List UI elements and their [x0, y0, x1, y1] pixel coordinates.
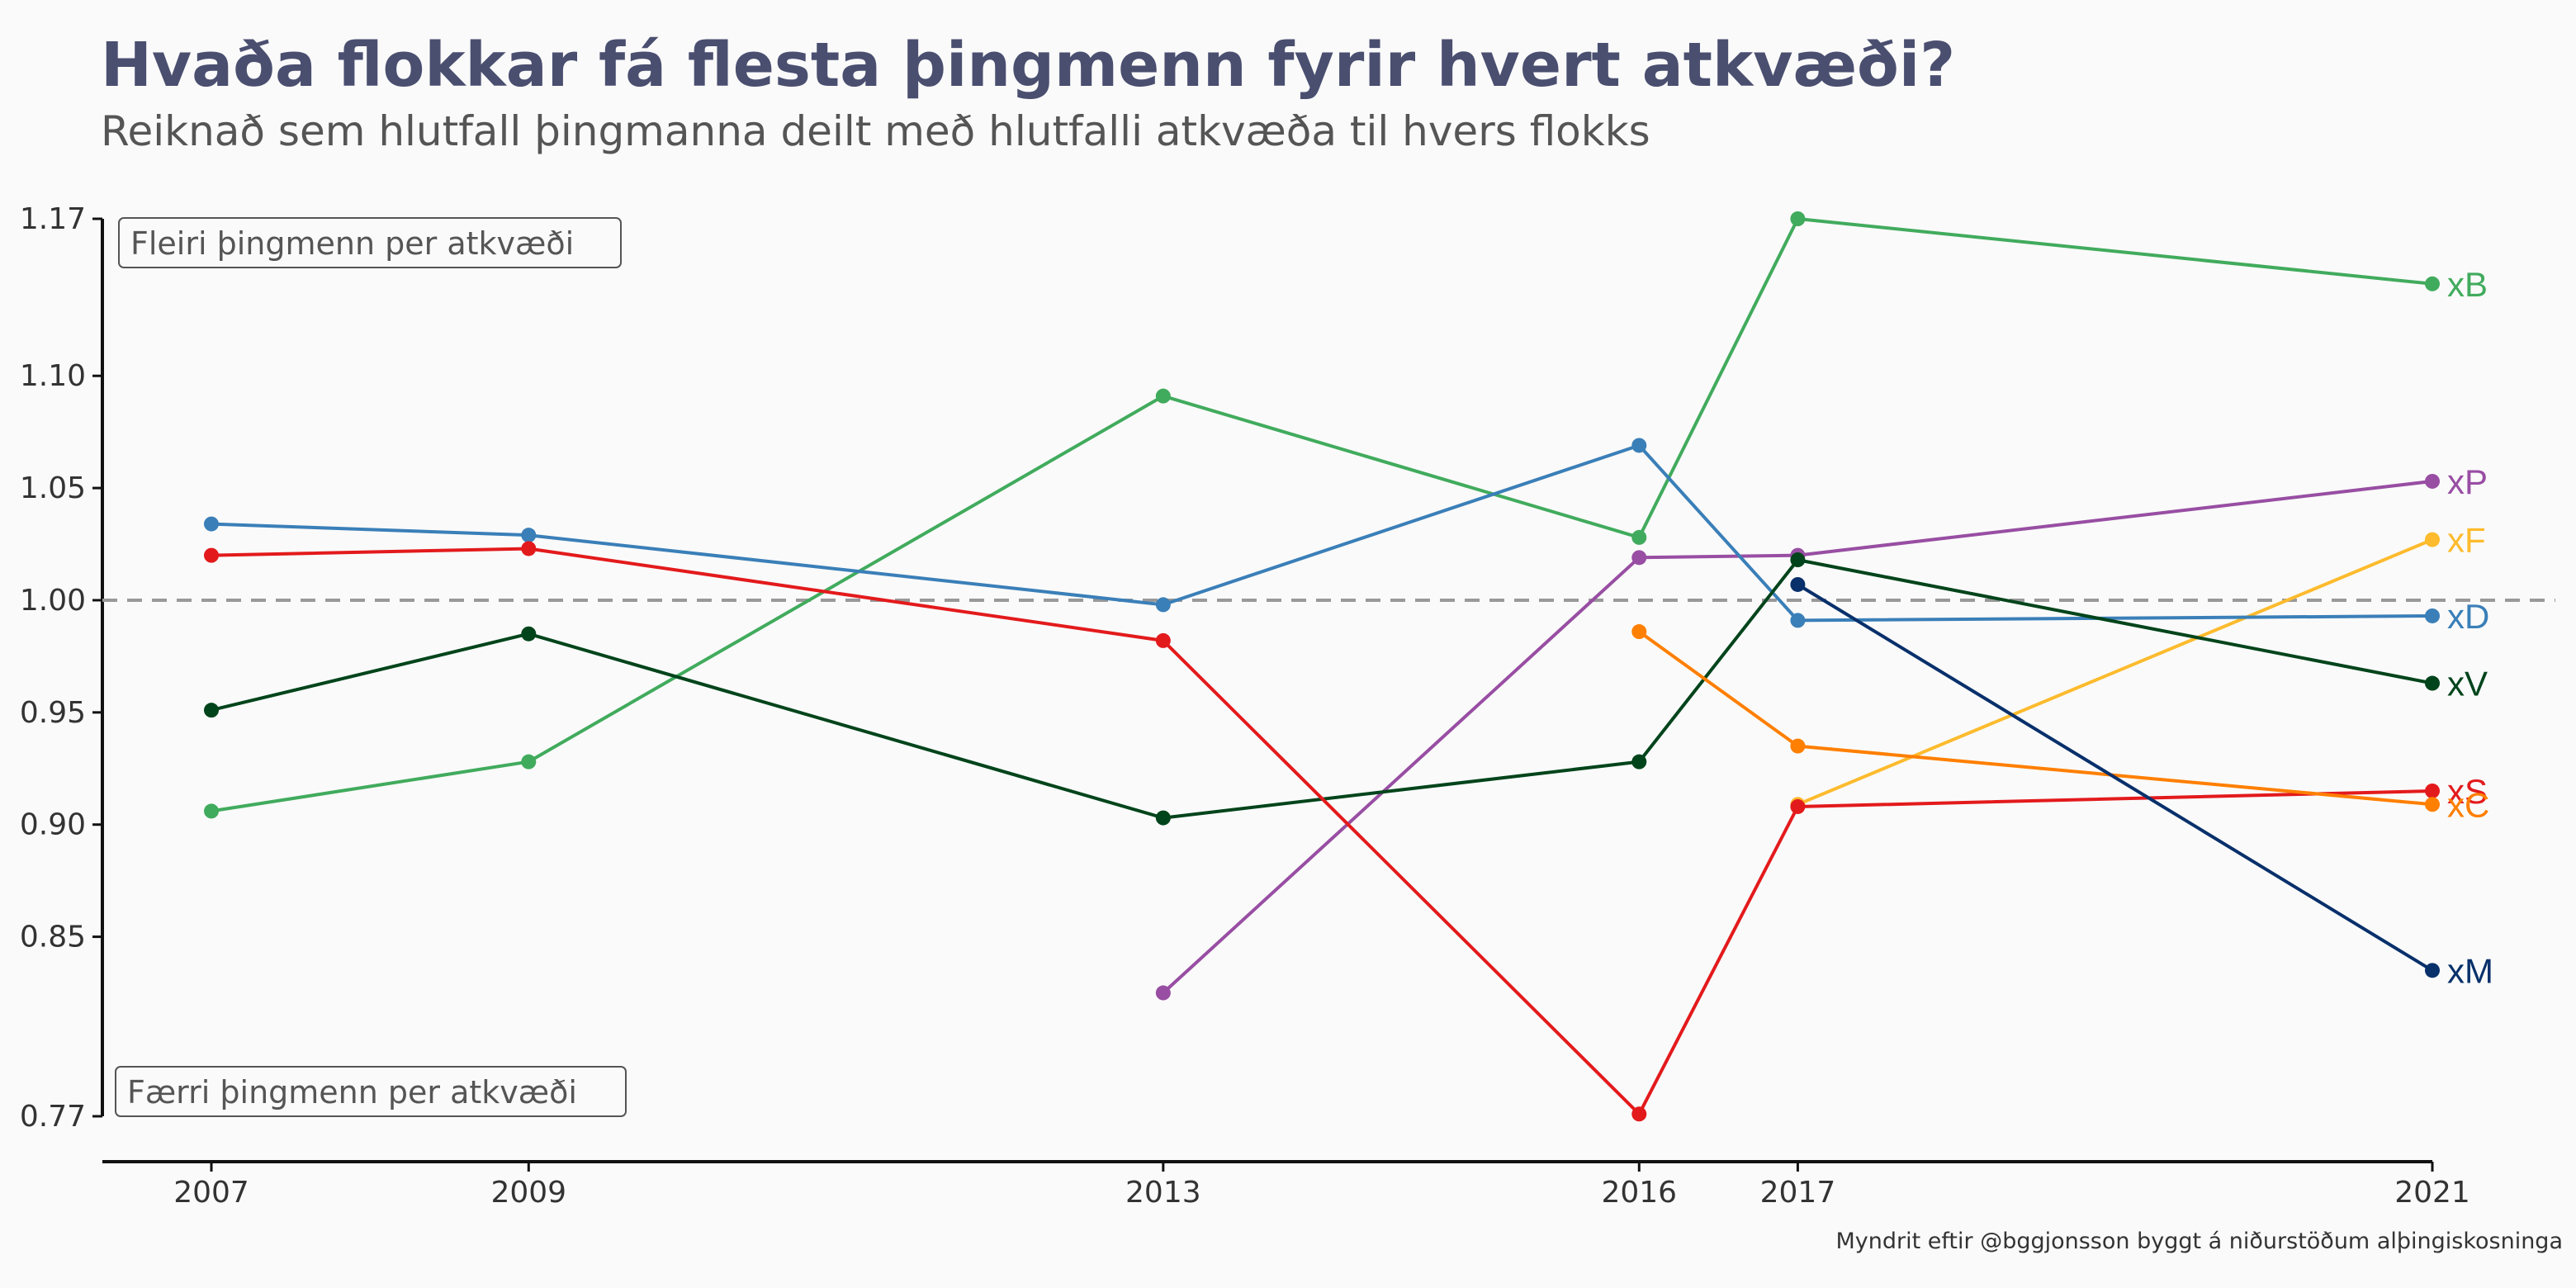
- data-point-xD: [204, 516, 219, 532]
- data-point-xS: [1631, 1106, 1647, 1122]
- series-label-xD: xD: [2447, 597, 2489, 636]
- data-point-xS: [521, 541, 537, 556]
- data-point-xB: [2425, 276, 2440, 291]
- data-point-xS: [204, 547, 219, 563]
- x-tick-label: 2007: [173, 1176, 249, 1210]
- y-tick-label: 1.05: [20, 471, 86, 505]
- series-line-xB: [211, 217, 2433, 813]
- y-tick-label: 1.00: [20, 584, 86, 618]
- series-xD: xD: [204, 438, 2489, 636]
- data-point-xD: [1790, 613, 1806, 628]
- data-point-xF: [2425, 532, 2440, 547]
- series-label-xC: xC: [2447, 785, 2489, 824]
- data-point-xV: [1631, 754, 1647, 769]
- y-tick-label: 0.95: [20, 696, 86, 730]
- data-point-xP: [1631, 550, 1647, 566]
- data-point-xD: [1155, 597, 1171, 613]
- data-point-xV: [1155, 810, 1171, 826]
- series-xF: xF: [1790, 521, 2486, 812]
- chart-title: Hvaða flokkar fá flesta þingmenn fyrir h…: [101, 30, 1956, 101]
- data-point-xB: [1631, 529, 1647, 545]
- annotation-top: Fleiri þingmenn per atkvæði: [130, 225, 574, 262]
- data-point-xC: [1790, 738, 1806, 754]
- x-tick-label: 2013: [1125, 1176, 1201, 1210]
- axes: [101, 219, 2432, 1163]
- data-point-xP: [2425, 473, 2440, 489]
- series-line-xS: [211, 547, 2433, 1116]
- data-point-xB: [1155, 388, 1171, 404]
- series-line-xM: [1797, 583, 2434, 973]
- data-point-xV: [1790, 552, 1806, 568]
- y-tick-label: 1.17: [20, 202, 86, 236]
- data-point-xB: [1790, 211, 1806, 226]
- annotation-bottom-box: [115, 1066, 627, 1117]
- annotation-bottom: Færri þingmenn per atkvæði: [127, 1074, 577, 1110]
- series-xP: xP: [1155, 462, 2488, 1001]
- x-tick-label: 2009: [490, 1176, 566, 1210]
- data-point-xC: [1631, 624, 1647, 640]
- series-xV: xV: [204, 552, 2488, 826]
- x-tick-label: 2016: [1601, 1176, 1677, 1210]
- series-xS: xS: [204, 541, 2488, 1122]
- y-tick-label: 0.90: [20, 808, 86, 842]
- data-point-xD: [2425, 608, 2440, 623]
- series-xM: xM: [1790, 576, 2493, 990]
- data-point-xB: [204, 803, 219, 819]
- y-tick-label: 0.85: [20, 921, 86, 954]
- y-tick-label: 1.10: [20, 359, 86, 393]
- chart-subtitle: Reiknað sem hlutfall þingmanna deilt með…: [101, 107, 1650, 155]
- series-xB: xB: [204, 211, 2488, 819]
- chart-caption: Myndrit eftir @bggjonsson byggt á niðurs…: [1835, 1229, 2563, 1254]
- series-line-xP: [1162, 479, 2433, 994]
- series-label-xV: xV: [2447, 665, 2488, 703]
- series-label-xM: xM: [2447, 951, 2493, 990]
- data-point-xS: [1790, 798, 1806, 814]
- series-label-xS: xS: [2447, 772, 2488, 811]
- data-point-xV: [2425, 675, 2440, 691]
- x-tick-label: 2017: [1760, 1176, 1836, 1210]
- data-point-xP: [1155, 985, 1171, 1001]
- series-line-xD: [211, 443, 2433, 623]
- annotations: Fleiri þingmenn per atkvæði Færri þingme…: [115, 217, 627, 1117]
- data-point-xC: [2425, 797, 2440, 812]
- series-line-xC: [1638, 630, 2433, 807]
- data-point-xS: [1155, 632, 1171, 648]
- series-xC: xC: [1631, 624, 2489, 824]
- data-point-xV: [521, 626, 537, 642]
- data-point-xM: [1790, 576, 1806, 592]
- x-ticks: 2007 2009 2013 2016 2017 2021: [173, 1162, 2470, 1210]
- annotation-top-box: [118, 217, 622, 268]
- series-label-xB: xB: [2447, 265, 2488, 304]
- x-tick-label: 2021: [2394, 1176, 2470, 1210]
- y-ticks: 0.77 0.85 0.90 0.95 1.00 1.05 1.10 1.17: [20, 202, 102, 1134]
- data-point-xS: [2425, 783, 2440, 798]
- series-label-xP: xP: [2447, 462, 2488, 501]
- series-label-xF: xF: [2447, 521, 2486, 560]
- data-point-xB: [521, 754, 537, 769]
- data-point-xD: [1631, 438, 1647, 453]
- data-point-xM: [2425, 963, 2440, 978]
- data-point-xV: [204, 703, 219, 718]
- y-tick-label: 0.77: [20, 1100, 86, 1134]
- series-line-xV: [211, 558, 2433, 820]
- data-point-xD: [521, 528, 537, 543]
- series-line-xF: [1797, 537, 2433, 807]
